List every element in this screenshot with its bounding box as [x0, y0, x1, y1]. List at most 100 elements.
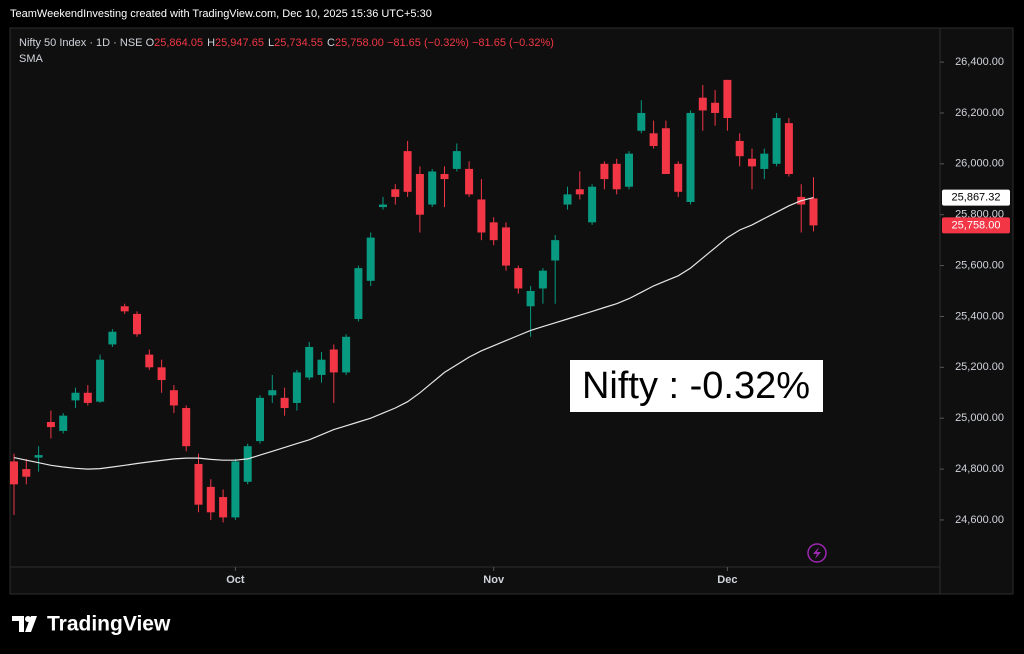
- x-tick-label: Nov: [483, 574, 505, 586]
- chart-frame: [9, 27, 1014, 595]
- sma-legend: SMA: [19, 53, 43, 65]
- candle-body: [551, 240, 560, 261]
- ohlc: O25,864.05 H25,947.65 L25,734.55 C25,758.00: [146, 37, 384, 49]
- sma-price-tag: [942, 189, 1010, 206]
- candle-body: [206, 486, 215, 513]
- candle-body: [169, 390, 178, 406]
- ohlc-key: C: [327, 37, 335, 49]
- candle-body: [317, 359, 326, 375]
- candle-body: [625, 153, 633, 187]
- legend-header: Nifty 50 Index · 1D · NSE O25,864.05 H25,…: [19, 37, 554, 49]
- candle-body: [366, 237, 375, 281]
- candle-body: [723, 79, 732, 119]
- candle-body: [157, 367, 166, 381]
- candle-body: [342, 336, 351, 373]
- candle-body: [96, 359, 105, 402]
- candle-body: [34, 455, 43, 458]
- candle-body: [600, 163, 609, 180]
- marks: [10, 79, 818, 523]
- candle-body: [133, 313, 141, 335]
- candle-body: [120, 306, 129, 312]
- candle-body: [415, 174, 424, 215]
- symbol-title: Nifty 50 Index · 1D · NSE: [19, 37, 143, 49]
- candle-body: [428, 171, 437, 205]
- candle-body: [305, 346, 314, 378]
- candle-body: [452, 151, 461, 169]
- y-tick-label: 25,600.00: [955, 259, 1004, 271]
- annotation: Nifty : -0.32%: [582, 365, 810, 407]
- candle-body: [268, 390, 277, 396]
- candle-body: [637, 112, 646, 131]
- ohlc-value: 25,864.05: [154, 37, 204, 49]
- candle-body: [194, 463, 203, 505]
- y-tick-label: 25,000.00: [955, 412, 1004, 424]
- candle-body: [465, 168, 474, 195]
- close-price-label: 25,758.00: [952, 219, 1001, 231]
- candle-body: [403, 151, 412, 192]
- candle-body: [502, 227, 510, 266]
- y-tick-label: 26,000.00: [955, 158, 1004, 170]
- ohlc-key: H: [207, 37, 216, 49]
- candle-body: [145, 354, 154, 368]
- candle-body: [379, 204, 387, 208]
- candle-body: [46, 422, 55, 428]
- candle-body: [108, 331, 117, 345]
- candle-body: [10, 461, 18, 485]
- ohlc-key: L: [267, 37, 275, 49]
- candle-body: [526, 291, 535, 307]
- candle-body: [440, 174, 449, 180]
- candle-body: [772, 118, 781, 164]
- ohlc-value: 25,947.65: [215, 37, 264, 49]
- candle-body: [71, 392, 80, 401]
- y-tick-label: 24,800.00: [955, 463, 1004, 475]
- sma-line: [13, 197, 814, 470]
- candle-body: [711, 102, 720, 113]
- y-tick-label: 26,400.00: [955, 56, 1004, 68]
- candle-body: [563, 194, 572, 205]
- candle-body: [22, 469, 31, 477]
- candle-body: [674, 163, 683, 192]
- candle-body: [735, 140, 744, 157]
- ohlc-value: 25,734.55: [274, 37, 324, 49]
- candle-body: [649, 133, 658, 147]
- alert-bolt: [813, 547, 821, 559]
- candle-body: [661, 128, 670, 175]
- sma-price-label: 25,867.32: [952, 191, 1001, 203]
- candle-body: [748, 158, 756, 167]
- ohlc-key: O: [145, 37, 155, 49]
- candle-body: [538, 270, 547, 289]
- candle-body: [489, 222, 498, 241]
- y-tick-label: 24,600.00: [955, 514, 1004, 526]
- candle-body: [698, 97, 707, 111]
- alert-icon[interactable]: [807, 543, 827, 563]
- candle-body: [575, 189, 584, 195]
- ohlc-value: 25,758.00: [334, 37, 384, 49]
- candle-body: [182, 408, 191, 447]
- credit: TeamWeekendInvesting created with Tradin…: [10, 8, 432, 20]
- candle-body: [231, 461, 240, 518]
- y-tick-label: 25,400.00: [955, 310, 1004, 322]
- candle-body: [280, 397, 289, 409]
- candle-body: [292, 372, 301, 403]
- candle-body: [588, 186, 597, 223]
- close-price-tag: [942, 217, 1010, 234]
- y-tick-label: 25,200.00: [955, 361, 1004, 373]
- annotation-box: [570, 360, 823, 412]
- candle-body: [219, 497, 228, 518]
- candle-body: [514, 268, 523, 289]
- change: −81.65 (−0.32%): [386, 37, 469, 49]
- candle-body: [329, 349, 338, 373]
- candle-body: [477, 199, 486, 233]
- candle-body: [59, 415, 68, 431]
- candle-body: [686, 112, 695, 202]
- brand-logo: [12, 616, 37, 632]
- candle-body: [760, 153, 769, 169]
- x-tick-label: Oct: [226, 574, 245, 586]
- candle-body: [612, 163, 621, 190]
- candle-body: [243, 446, 252, 482]
- candle-body: [83, 392, 92, 403]
- candle-body: [354, 268, 363, 319]
- x-tick-label: Dec: [717, 574, 737, 586]
- change: −81.65 (−0.32%): [471, 37, 554, 49]
